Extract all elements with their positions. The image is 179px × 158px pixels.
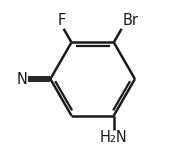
Text: F: F <box>58 13 66 28</box>
Text: N: N <box>17 72 28 86</box>
Text: Br: Br <box>122 13 138 28</box>
Text: H₂N: H₂N <box>100 131 128 146</box>
